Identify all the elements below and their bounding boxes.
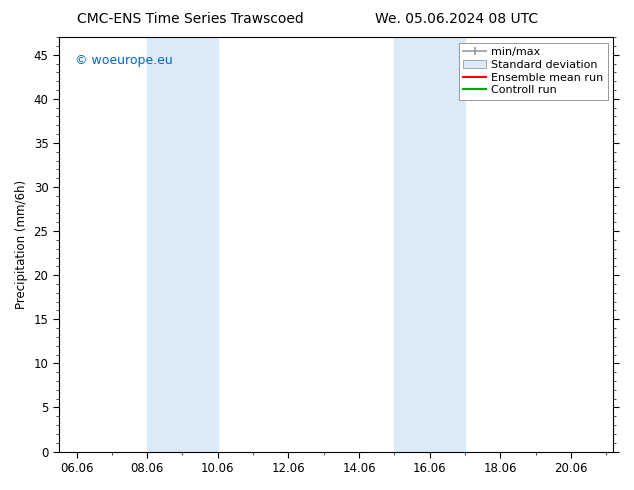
Text: © woeurope.eu: © woeurope.eu bbox=[75, 53, 173, 67]
Bar bbox=[147, 37, 218, 452]
Text: CMC-ENS Time Series Trawscoed: CMC-ENS Time Series Trawscoed bbox=[77, 12, 304, 26]
Bar bbox=[394, 37, 465, 452]
Legend: min/max, Standard deviation, Ensemble mean run, Controll run: min/max, Standard deviation, Ensemble me… bbox=[459, 43, 608, 100]
Y-axis label: Precipitation (mm/6h): Precipitation (mm/6h) bbox=[15, 180, 28, 309]
Text: We. 05.06.2024 08 UTC: We. 05.06.2024 08 UTC bbox=[375, 12, 538, 26]
